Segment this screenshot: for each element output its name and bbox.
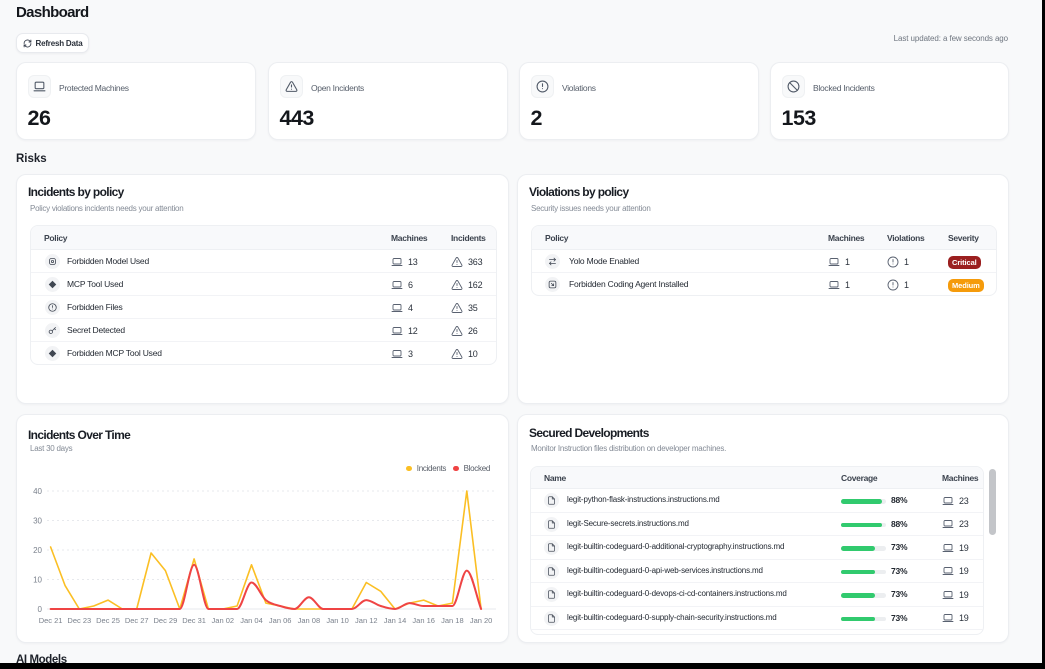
svg-text:Dec 25: Dec 25	[96, 616, 120, 625]
svg-text:Jan 18: Jan 18	[441, 616, 464, 625]
svg-text:Jan 16: Jan 16	[412, 616, 435, 625]
svg-text:Jan 04: Jan 04	[240, 616, 263, 625]
svg-text:Jan 12: Jan 12	[355, 616, 378, 625]
svg-text:40: 40	[33, 487, 42, 496]
svg-text:Dec 23: Dec 23	[67, 616, 91, 625]
svg-text:Dec 31: Dec 31	[182, 616, 206, 625]
svg-text:Jan 02: Jan 02	[212, 616, 235, 625]
svg-text:Jan 10: Jan 10	[326, 616, 349, 625]
svg-text:Jan 20: Jan 20	[470, 616, 493, 625]
svg-text:0: 0	[38, 605, 43, 614]
svg-text:20: 20	[33, 546, 42, 555]
svg-text:Dec 21: Dec 21	[39, 616, 63, 625]
svg-text:Jan 14: Jan 14	[384, 616, 407, 625]
svg-text:Jan 08: Jan 08	[298, 616, 321, 625]
svg-text:10: 10	[33, 575, 42, 584]
svg-text:Jan 06: Jan 06	[269, 616, 292, 625]
svg-text:Dec 27: Dec 27	[125, 616, 149, 625]
svg-text:Dec 29: Dec 29	[154, 616, 178, 625]
svg-text:30: 30	[33, 516, 42, 525]
